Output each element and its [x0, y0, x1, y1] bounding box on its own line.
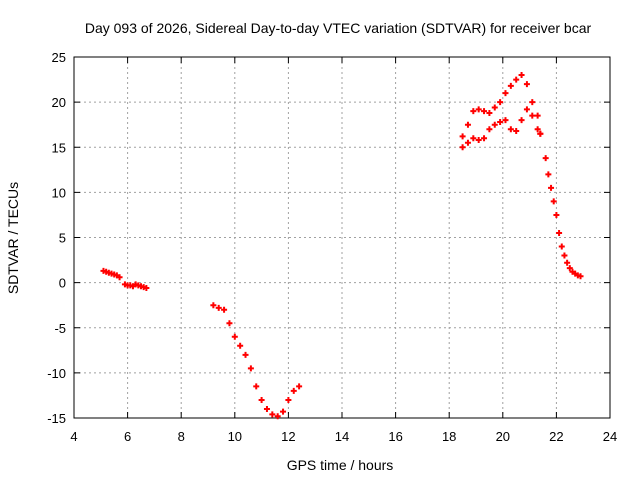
data-point [470, 135, 477, 142]
x-tick-labels: 4 6 8 10 12 14 16 18 20 22 24 [70, 429, 617, 444]
data-point [513, 76, 520, 83]
data-point [215, 304, 222, 311]
data-point [242, 351, 249, 358]
data-point [545, 171, 552, 178]
data-point [285, 396, 292, 403]
data-point [513, 128, 520, 135]
data-point [491, 121, 498, 128]
series-segment-6 [542, 155, 584, 280]
data-point [116, 274, 123, 281]
data-point [577, 273, 584, 280]
data-point [523, 106, 530, 113]
data-point [247, 365, 254, 372]
data-point [556, 229, 563, 236]
x-tick-label: 20 [496, 429, 510, 444]
x-tick-label: 12 [281, 429, 295, 444]
x-tick-label: 16 [388, 429, 402, 444]
data-point [274, 413, 281, 420]
data-point [529, 99, 536, 106]
data-point [550, 198, 557, 205]
data-point [475, 106, 482, 113]
data-point [523, 81, 530, 88]
y-tick-label: -10 [47, 366, 66, 381]
x-tick-label: 24 [603, 429, 617, 444]
data-point [564, 259, 571, 266]
data-point [459, 133, 466, 140]
x-tick-label: 6 [124, 429, 131, 444]
y-tick-label: 25 [52, 50, 66, 65]
data-point [470, 108, 477, 115]
series-segment-5 [459, 106, 544, 151]
data-point [464, 139, 471, 146]
x-tick-label: 14 [335, 429, 349, 444]
series-segment-1 [100, 267, 123, 281]
data-point [210, 302, 217, 309]
data-point [566, 265, 573, 272]
y-tick-label: -15 [47, 411, 66, 426]
data-point [534, 126, 541, 133]
data-point [481, 135, 488, 142]
data-point [529, 112, 536, 119]
x-tick-label: 22 [549, 429, 563, 444]
data-point [553, 211, 560, 218]
data-point [486, 126, 493, 133]
data-point [263, 405, 270, 412]
data-point [226, 320, 233, 327]
data-point [518, 72, 525, 79]
data-point [548, 184, 555, 191]
ticks [73, 56, 611, 419]
data-point [280, 408, 287, 415]
y-tick-label: 0 [59, 276, 66, 291]
data-point [534, 112, 541, 119]
data-point [143, 285, 150, 292]
data-series [100, 72, 584, 420]
data-point [237, 342, 244, 349]
y-tick-label: 15 [52, 140, 66, 155]
data-point [475, 137, 482, 144]
data-point [507, 126, 514, 133]
x-tick-label: 8 [178, 429, 185, 444]
data-point [518, 117, 525, 124]
y-tick-label: -5 [54, 321, 66, 336]
grid [74, 57, 610, 418]
data-point [253, 383, 260, 390]
data-point [537, 130, 544, 137]
data-point [558, 243, 565, 250]
data-point [221, 306, 228, 313]
data-point [497, 118, 504, 125]
y-tick-label: 20 [52, 95, 66, 110]
x-tick-label: 10 [228, 429, 242, 444]
data-point [296, 383, 303, 390]
data-point [561, 252, 568, 259]
data-point [491, 104, 498, 111]
data-point [481, 108, 488, 115]
x-axis-label: GPS time / hours [287, 457, 394, 473]
data-point [507, 82, 514, 89]
data-point [497, 99, 504, 106]
chart-title: Day 093 of 2026, Sidereal Day-to-day VTE… [85, 20, 592, 36]
x-tick-label: 18 [442, 429, 456, 444]
data-point [459, 144, 466, 151]
y-axis-label: SDTVAR / TECUs [5, 182, 21, 294]
data-point [502, 90, 509, 97]
data-point [269, 411, 276, 418]
data-point [231, 333, 238, 340]
data-point [258, 396, 265, 403]
y-tick-label: 10 [52, 185, 66, 200]
data-point [464, 121, 471, 128]
data-point [542, 155, 549, 162]
y-tick-label: 5 [59, 231, 66, 246]
x-tick-label: 4 [70, 429, 77, 444]
data-point [502, 117, 509, 124]
series-segment-2 [121, 281, 150, 292]
data-point [290, 387, 297, 394]
y-tick-labels: -15 -10 -5 0 5 10 15 20 25 [47, 50, 66, 426]
series-segment-3 [210, 302, 303, 420]
data-point [486, 109, 493, 116]
